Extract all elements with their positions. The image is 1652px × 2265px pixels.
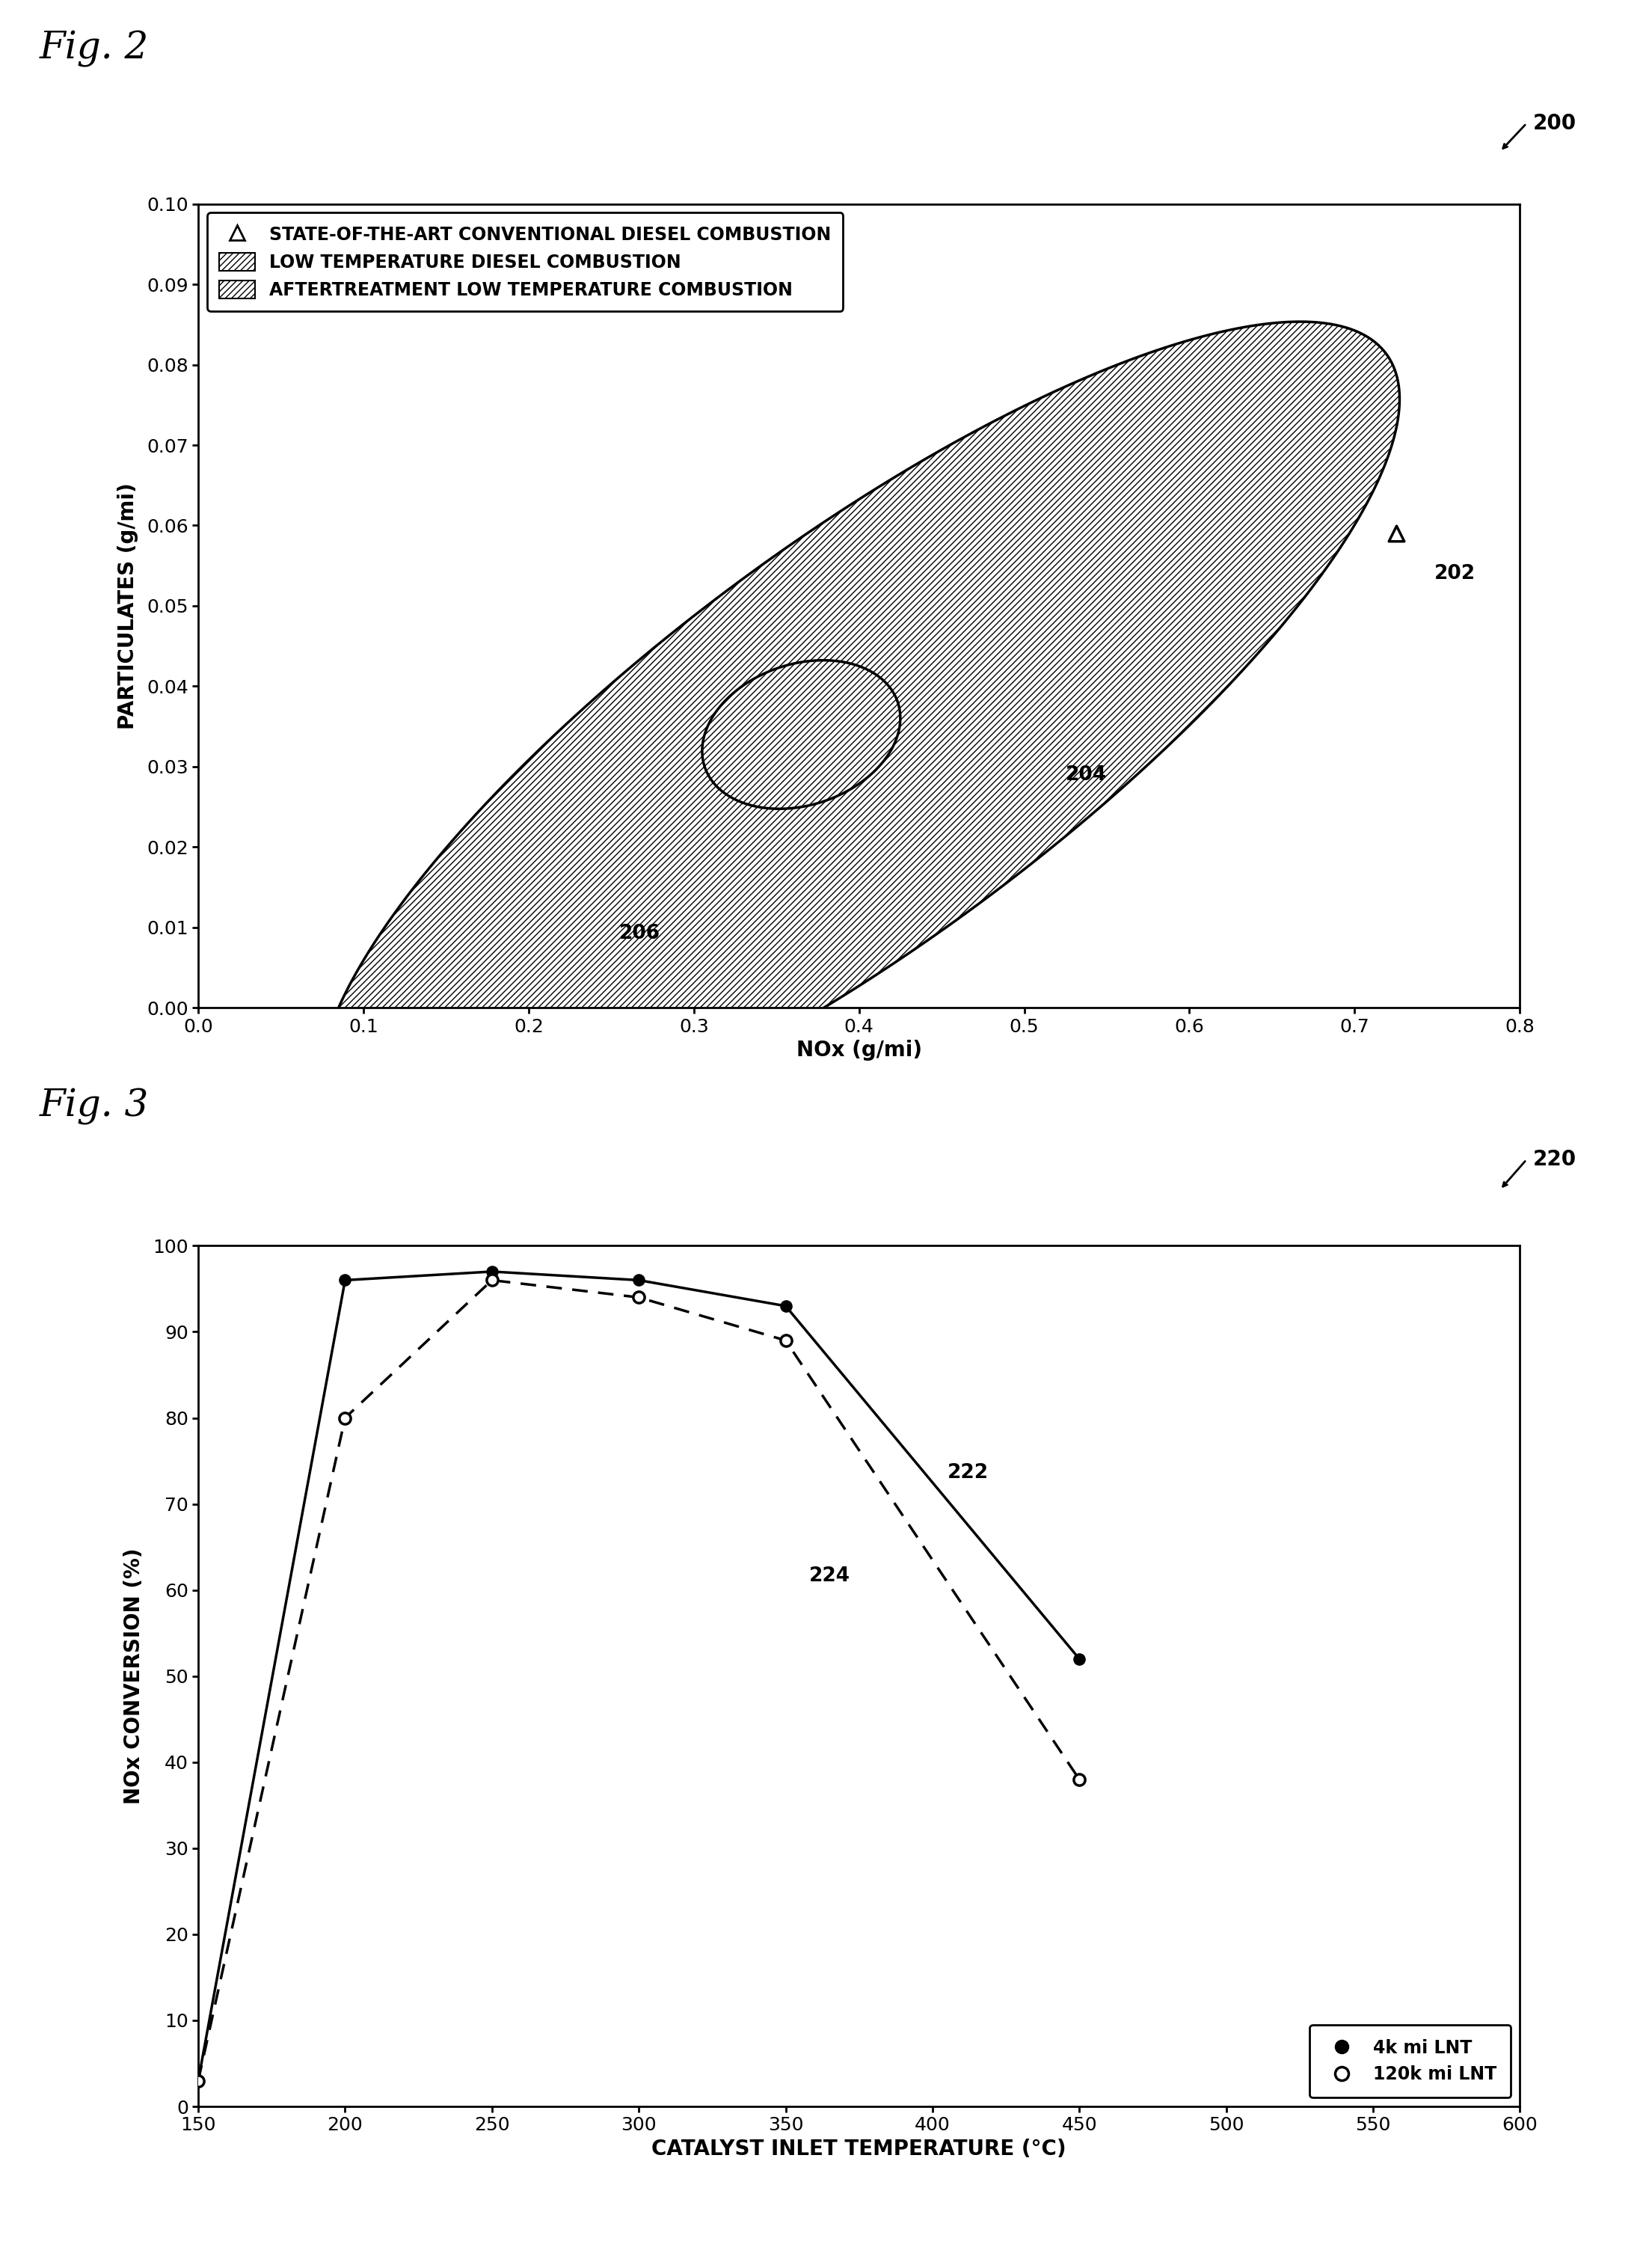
Point xyxy=(626,1262,653,1298)
Text: 222: 222 xyxy=(947,1463,988,1484)
Point xyxy=(626,1280,653,1316)
Y-axis label: PARTICULATES (g/mi): PARTICULATES (g/mi) xyxy=(117,482,139,729)
Polygon shape xyxy=(319,322,1399,1164)
Point xyxy=(1066,1640,1092,1676)
Y-axis label: NOx CONVERSION (%): NOx CONVERSION (%) xyxy=(124,1547,144,1805)
Text: 202: 202 xyxy=(1434,564,1475,584)
Point xyxy=(773,1323,800,1359)
Text: Fig. 2: Fig. 2 xyxy=(40,29,149,68)
Legend: 4k mi LNT, 120k mi LNT: 4k mi LNT, 120k mi LNT xyxy=(1310,2025,1512,2097)
Legend: STATE-OF-THE-ART CONVENTIONAL DIESEL COMBUSTION, LOW TEMPERATURE DIESEL COMBUSTI: STATE-OF-THE-ART CONVENTIONAL DIESEL COM… xyxy=(207,213,843,310)
X-axis label: NOx (g/mi): NOx (g/mi) xyxy=(796,1040,922,1060)
Text: 204: 204 xyxy=(1066,766,1107,784)
Point xyxy=(185,2063,211,2100)
Point xyxy=(332,1262,358,1298)
Point xyxy=(1066,1762,1092,1798)
Text: 206: 206 xyxy=(620,924,661,945)
Point xyxy=(479,1253,506,1289)
Text: 224: 224 xyxy=(809,1567,851,1586)
Point xyxy=(479,1262,506,1298)
Text: 220: 220 xyxy=(1533,1148,1576,1171)
Point xyxy=(1383,516,1409,553)
Text: 200: 200 xyxy=(1533,113,1576,134)
Polygon shape xyxy=(702,661,900,809)
Point xyxy=(332,1400,358,1436)
Point xyxy=(185,2063,211,2100)
X-axis label: CATALYST INLET TEMPERATURE (°C): CATALYST INLET TEMPERATURE (°C) xyxy=(651,2138,1067,2159)
Text: Fig. 3: Fig. 3 xyxy=(40,1087,149,1126)
Point xyxy=(773,1289,800,1325)
